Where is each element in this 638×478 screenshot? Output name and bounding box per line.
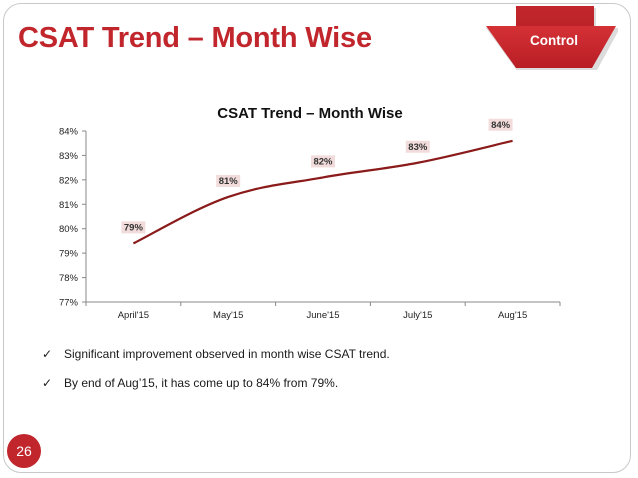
x-tick-label: June'15	[307, 310, 340, 321]
data-label-background	[311, 155, 335, 168]
bullet-text: By end of Aug’15, it has come up to 84% …	[64, 376, 339, 390]
data-label: 79%	[121, 221, 146, 234]
badge-label: Control	[530, 33, 578, 48]
data-label-text: 82%	[313, 156, 333, 167]
bullet-text: Significant improvement observed in mont…	[64, 347, 390, 361]
y-tick-label: 84%	[59, 127, 79, 138]
data-label: 84%	[488, 118, 513, 131]
data-label-text: 81%	[219, 176, 239, 187]
bullet-list: ✓ Significant improvement observed in mo…	[42, 346, 390, 404]
y-axis-ticks: 77% 78% 79% 80% 81% 82% 83% 84%	[59, 127, 86, 309]
bullet-item: ✓ By end of Aug’15, it has come up to 84…	[42, 375, 390, 392]
control-badge: Control	[484, 4, 618, 70]
checkmark-icon: ✓	[42, 376, 53, 390]
data-label-background	[405, 140, 430, 153]
x-axis-ticks: April'15 May'15 June'15 July'15 Aug'15	[85, 302, 561, 321]
checkmark-icon: ✓	[42, 347, 53, 361]
badge-banner-shape	[486, 6, 618, 70]
data-label: 83%	[405, 140, 430, 153]
y-tick-label: 77%	[59, 298, 79, 309]
x-tick-label: April'15	[118, 310, 149, 321]
bullet-item: ✓ Significant improvement observed in mo…	[42, 346, 390, 363]
slide-frame	[3, 3, 631, 473]
data-label-text: 79%	[124, 222, 144, 233]
data-label-text: 84%	[491, 120, 511, 131]
data-labels: 79% 81% 82% 83% 84%	[121, 118, 513, 234]
csat-series-line	[132, 139, 513, 245]
y-tick-label: 82%	[59, 175, 79, 186]
slide-title: CSAT Trend – Month Wise	[18, 22, 372, 54]
y-tick-label: 78%	[59, 273, 79, 284]
x-tick-label: July'15	[403, 310, 432, 321]
y-tick-label: 83%	[59, 151, 79, 162]
data-label-background	[488, 118, 513, 131]
data-label: 82%	[311, 155, 335, 168]
data-label: 81%	[216, 174, 241, 187]
y-tick-label: 79%	[59, 249, 79, 260]
csat-line-chart: CSAT Trend – Month Wise 77% 78% 79% 80% 81% 8…	[59, 105, 561, 321]
page-number: 26	[7, 434, 41, 468]
data-label-background	[121, 221, 146, 234]
x-tick-label: Aug'15	[498, 310, 527, 321]
chart-title: CSAT Trend – Month Wise	[217, 105, 402, 122]
y-tick-label: 80%	[59, 224, 79, 235]
data-label-text: 83%	[408, 142, 428, 153]
y-tick-label: 81%	[59, 200, 79, 211]
data-label-background	[216, 174, 241, 187]
x-tick-label: May'15	[213, 310, 243, 321]
